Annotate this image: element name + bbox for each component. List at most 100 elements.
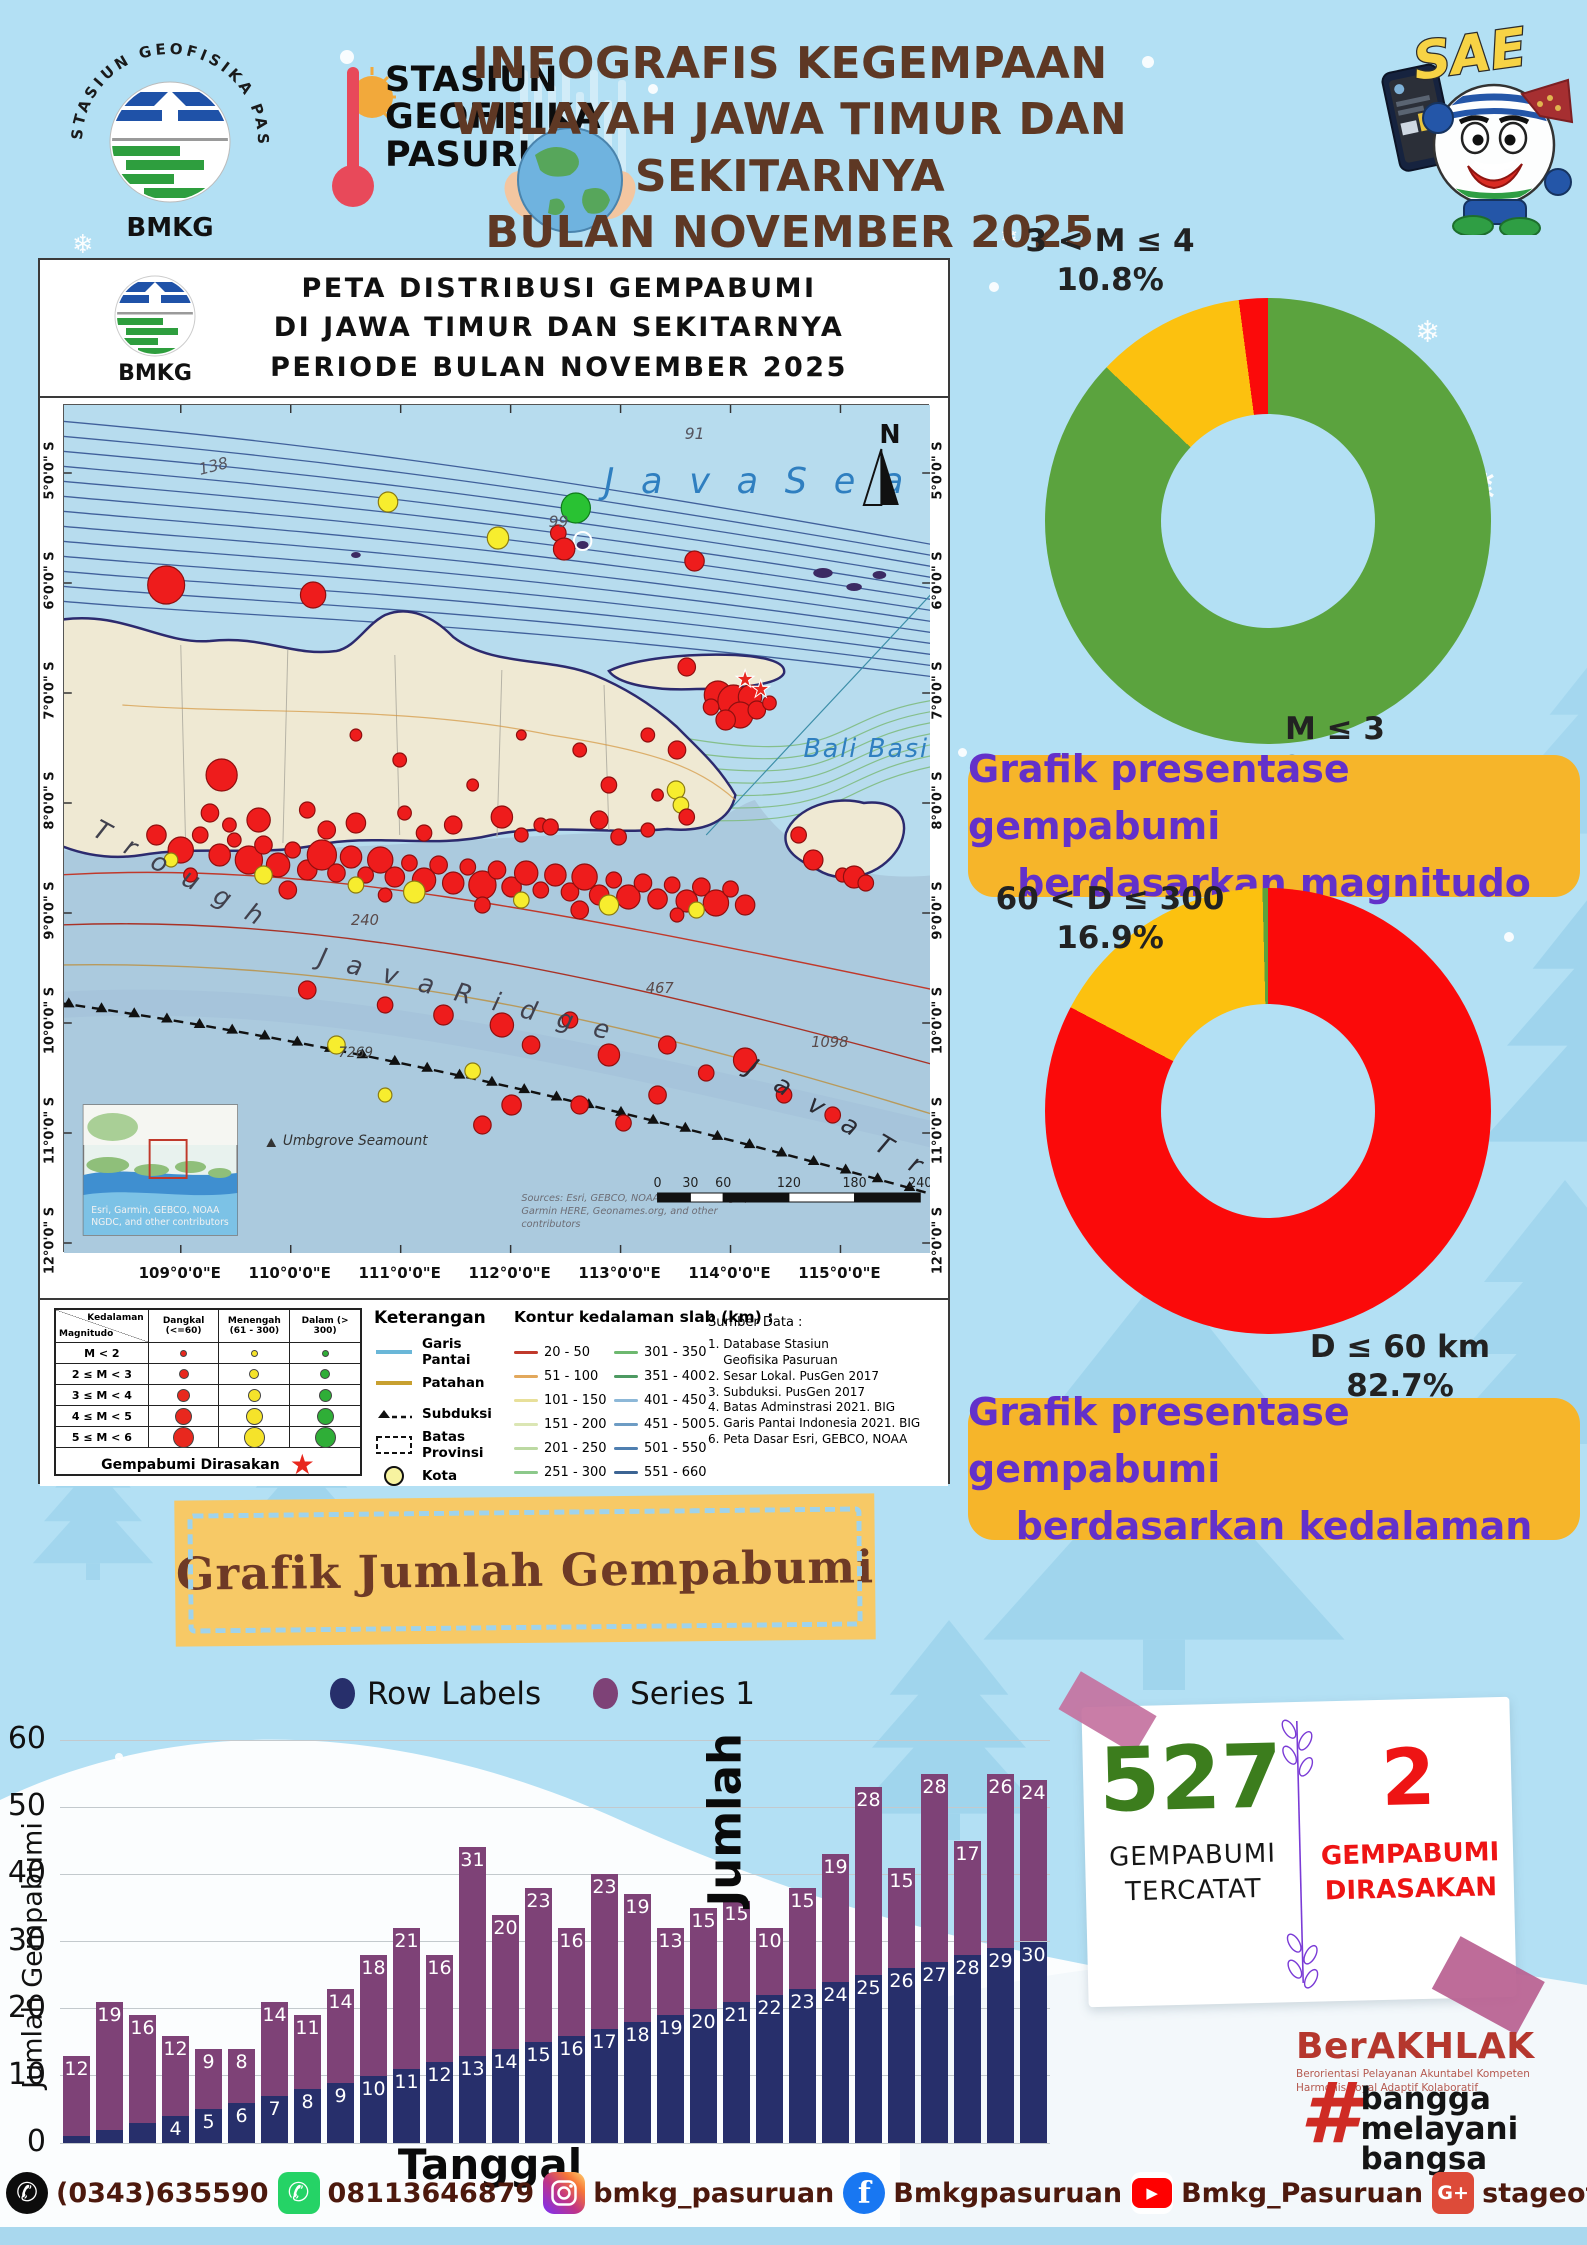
youtube-contact[interactable]: ▶ Bmkg_Pasuruan — [1131, 2172, 1423, 2214]
inset-map: Esri, Garmin, GEBCO, NOAA NGDC, and othe… — [82, 1104, 238, 1236]
svg-text:7269: 7269 — [338, 1045, 373, 1061]
bar-series1-segment: 16 — [558, 1928, 585, 2036]
svg-text:120: 120 — [777, 1176, 801, 1191]
y-tick: 60 — [7, 1721, 46, 1756]
bar-row-label-segment: 6 — [228, 2102, 255, 2143]
latitude-label-left: 6°0'0" S — [42, 551, 58, 610]
gplus-icon: G+ — [1432, 2172, 1475, 2214]
bar-series1-segment: 12 — [63, 2055, 90, 2137]
map-canvas: ★★ J a v a S e a Bali Basin T r o u g h … — [57, 404, 1069, 1265]
bar-series1-segment: 19 — [624, 1894, 651, 2023]
bar-series1-segment: 19 — [96, 2001, 123, 2130]
svg-text:1098: 1098 — [811, 1034, 848, 1051]
whatsapp-icon: ✆ — [277, 2172, 320, 2214]
bar-series1-segment: 19 — [822, 1854, 849, 1982]
magnitude-depth-table: Kedalaman Magnitudo Dangkal (<=60) Menen… — [54, 1308, 362, 1479]
bar-series1-segment: 11 — [294, 2015, 321, 2090]
bar-row-label-segment: 17 — [591, 2028, 618, 2143]
bmkg-stamp-logo: STASIUN GEOFISIKA PASURUAN BMKG — [55, 30, 269, 243]
whatsapp-contact[interactable]: ✆ 08113646879 — [277, 2172, 534, 2214]
coastline-icon — [374, 1348, 414, 1356]
recorded-stat: 527 GEMPABUMI TERCATAT — [1092, 1724, 1291, 1911]
svg-text:N: N — [879, 420, 900, 450]
longitude-label: 112°0'0"E — [468, 1264, 551, 1282]
latitude-label-left: 9°0'0" S — [42, 881, 58, 940]
bar-row-label-segment: 22 — [756, 1995, 783, 2143]
longitude-label: 110°0'0"E — [248, 1264, 331, 1282]
bar-series1-segment: 21 — [393, 1928, 420, 2070]
bar-series1-segment: 31 — [459, 1847, 486, 2056]
y-tick: 40 — [7, 1855, 46, 1891]
magnitude-donut-chart — [1045, 298, 1491, 744]
bar-row-label-segment: 10 — [360, 2075, 387, 2143]
bar-series1-segment: 15 — [690, 1907, 717, 2009]
depth-caption: Grafik presentase gempabumi berdasarkan k… — [968, 1390, 1580, 1548]
bar-series1-segment: 14 — [261, 2001, 288, 2096]
bar-series1-segment: 12 — [162, 2035, 189, 2117]
latitude-label-left: 8°0'0" S — [42, 771, 58, 830]
phone-contact[interactable]: ✆ (0343)635590 — [6, 2172, 269, 2214]
latitude-label-left: 7°0'0" S — [42, 661, 58, 720]
latitude-label-right: 6°0'0" S — [930, 551, 946, 610]
bar-row-label-segment: 20 — [690, 2008, 717, 2143]
bar-series1-segment: 9 — [195, 2048, 222, 2110]
longitude-label: 111°0'0"E — [358, 1264, 441, 1282]
globe-icon — [504, 127, 636, 233]
latitude-label-right: 5°0'0" S — [930, 441, 946, 500]
map-panel: BMKG PETA DISTRIBUSI GEMPABUMI DI JAWA T… — [38, 258, 1069, 1486]
facebook-contact[interactable]: f Bmkgpasuruan — [843, 2172, 1122, 2214]
city-icon — [374, 1465, 414, 1487]
bar-row-label-segment — [63, 2136, 90, 2143]
bangga-melayani-bangsa-logo: # bangga melayani bangsa — [1300, 2064, 1519, 2178]
bmkg-logo: BMKG — [114, 275, 196, 386]
north-arrow-icon: N — [862, 420, 901, 506]
y-tick: 10 — [7, 2056, 46, 2092]
y-tick: 20 — [7, 1989, 46, 2025]
felt-earthquake-legend: Gempabumi Dirasakan ★ — [101, 1448, 315, 1481]
svg-text:0: 0 — [654, 1176, 662, 1191]
map-title-block: BMKG PETA DISTRIBUSI GEMPABUMI DI JAWA T… — [40, 260, 948, 398]
bottom-strip — [0, 2227, 1587, 2245]
svg-text:60: 60 — [715, 1176, 731, 1191]
slab-contour-legend: Kontur kedalaman slab (km) : 20 - 50 51 -… — [514, 1308, 774, 1480]
footer-contacts: ✆ (0343)635590 ✆ 08113646879 bmkg_pasuru… — [0, 2158, 1587, 2228]
bar-series1-segment: 16 — [426, 1954, 453, 2063]
svg-text:240: 240 — [908, 1176, 930, 1191]
longitude-label: 114°0'0"E — [688, 1264, 771, 1282]
bar-series1-segment: 28 — [855, 1787, 882, 1976]
svg-text:240: 240 — [351, 912, 379, 929]
instagram-contact[interactable]: bmkg_pasuruan — [543, 2172, 834, 2214]
java-island — [57, 531, 906, 879]
facebook-icon: f — [843, 2172, 886, 2214]
province-border-icon — [374, 1435, 414, 1455]
bar-row-label-segment: 30 — [1020, 1941, 1047, 2143]
bar-row-label-segment: 26 — [888, 1968, 915, 2143]
email-contact[interactable]: G+ stageof.pasuruan@bmkg.go.id — [1432, 2172, 1587, 2214]
bar-series1-segment: 13 — [657, 1928, 684, 2016]
bar-row-label-segment: 11 — [393, 2069, 420, 2143]
latitude-label-right: 11°0'0" S — [930, 1096, 946, 1165]
header: STASIUN GEOFISIKA PASURUAN BMKG — [0, 0, 1587, 258]
bar-row-label-segment: 15 — [525, 2042, 552, 2143]
bar-series1-segment: 10 — [756, 1928, 783, 1996]
svg-text:Garmin HERE, Geonames.org, and: Garmin HERE, Geonames.org, and other — [521, 1206, 718, 1217]
java-sea-label: J a v a S e a — [598, 461, 911, 503]
svg-text:30: 30 — [682, 1176, 698, 1191]
keterangan-legend: Keterangan Garis Pantai Patahan Subduksi… — [374, 1308, 504, 1491]
bar-series1-segment: 23 — [591, 1874, 618, 2029]
svg-text:SAE: SAE — [1409, 18, 1529, 93]
longitude-label: 113°0'0"E — [578, 1264, 661, 1282]
bar-row-label-segment: 24 — [822, 1981, 849, 2143]
bar-series1-segment: 15 — [888, 1867, 915, 1969]
latitude-label-left: 5°0'0" S — [42, 441, 58, 500]
youtube-icon: ▶ — [1131, 2172, 1174, 2214]
thermometer-icon — [332, 67, 396, 207]
longitude-label: 115°0'0"E — [798, 1264, 881, 1282]
svg-text:91: 91 — [685, 424, 705, 443]
bar-series1-segment: 14 — [327, 1988, 354, 2083]
bar-row-label-segment: 9 — [327, 2082, 354, 2143]
depth-donut-chart — [1045, 888, 1491, 1334]
bar-series1-segment: 17 — [954, 1840, 981, 1955]
fault-icon — [374, 1379, 414, 1387]
svg-text:180: 180 — [843, 1176, 867, 1191]
